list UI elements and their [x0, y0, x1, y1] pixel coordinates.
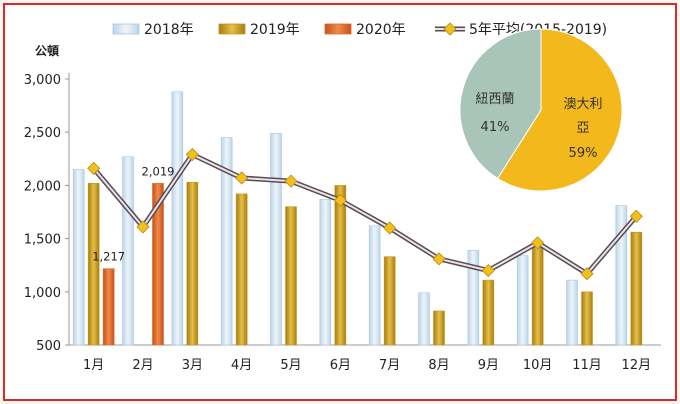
bar-2018年 — [418, 292, 430, 346]
bar-2018年 — [72, 169, 85, 346]
x-tick-label: 5月 — [280, 358, 301, 373]
x-tick-label: 6月 — [330, 358, 351, 373]
bar-2019年 — [334, 185, 347, 346]
x-tick-label: 11月 — [572, 358, 602, 373]
average-marker — [333, 193, 347, 207]
average-marker — [235, 171, 249, 185]
x-tick-label: 8月 — [428, 358, 449, 373]
pie-value: 41% — [481, 120, 510, 135]
y-tick-label: 1,000 — [24, 286, 61, 301]
y-tick-label: 1,500 — [24, 233, 61, 248]
bar-2018年 — [467, 250, 480, 346]
average-marker — [432, 252, 446, 266]
average-marker — [383, 221, 397, 235]
bar-2018年 — [319, 198, 332, 346]
legend-swatch — [112, 23, 140, 35]
bar-2018年 — [566, 279, 578, 346]
bar-2018年 — [122, 156, 134, 346]
x-tick-label: 10月 — [523, 358, 553, 373]
legend-label: 2019年 — [250, 22, 300, 38]
y-unit-label: 公頓 — [35, 43, 59, 58]
pie-label: 紐西蘭 — [475, 91, 514, 107]
pie-value: 59% — [569, 146, 598, 161]
y-tick-label: 500 — [36, 339, 61, 354]
y-tick-label: 2,500 — [24, 126, 61, 141]
average-line-path — [92, 153, 638, 275]
average-line — [87, 147, 643, 281]
data-label: 2,019 — [142, 164, 175, 178]
axes: 500 1,000 1,500 2,000 2,500 3,000 1月 2月 3月 4月 5月 6月… — [24, 73, 661, 373]
chart: 2018年2019年2020年5年平均(2015-2019) 公頓 5001,0… — [24, 22, 661, 373]
bar-2018年 — [220, 137, 233, 346]
y-tick-label: 3,000 — [24, 73, 61, 88]
bar-2019年 — [433, 310, 445, 346]
average-marker — [136, 220, 150, 234]
pie-slice — [496, 28, 623, 192]
bar-2019年 — [531, 243, 544, 346]
bar-2019年 — [235, 193, 248, 346]
data-labels: 1,217 2,019 — [92, 164, 174, 263]
average-marker — [580, 267, 594, 281]
y-tick-label: 2,000 — [24, 179, 61, 194]
legend-swatch — [324, 23, 352, 35]
pie-label: 澳大利 — [563, 96, 602, 112]
bar-2018年 — [270, 132, 282, 346]
chart-frame: 2018年2019年2020年5年平均(2015-2019) 公頓 5001,0… — [3, 3, 677, 401]
bar-2018年 — [171, 91, 184, 346]
bar-2020年 — [152, 183, 164, 346]
average-marker — [531, 236, 545, 250]
average-marker — [87, 161, 101, 175]
bar-2019年 — [630, 231, 643, 346]
bars — [72, 91, 643, 346]
bar-2018年 — [615, 205, 628, 346]
bar-2019年 — [285, 206, 297, 346]
bar-2019年 — [581, 291, 593, 346]
pie-slice — [459, 28, 542, 180]
bar-2019年 — [186, 181, 199, 346]
legend-marker — [443, 22, 457, 36]
bar-2018年 — [368, 225, 381, 346]
average-marker — [185, 147, 199, 162]
data-label: 1,217 — [92, 250, 125, 264]
legend-swatch — [218, 23, 246, 35]
x-tick-label: 2月 — [132, 358, 153, 373]
bar-2018年 — [516, 255, 529, 346]
bar-2019年 — [87, 182, 100, 346]
bar-2020年 — [102, 268, 115, 346]
pie-label: 亞 — [576, 121, 589, 136]
x-tick-label: 9月 — [478, 358, 499, 373]
x-tick-label: 1月 — [83, 358, 104, 373]
x-tick-label: 4月 — [231, 358, 252, 373]
average-marker — [629, 209, 643, 223]
legend-label: 2020年 — [356, 22, 406, 38]
x-tick-label: 7月 — [379, 358, 400, 373]
x-tick-label: 3月 — [182, 358, 203, 373]
legend-label: 2018年 — [144, 22, 194, 38]
x-tick-label: 12月 — [622, 358, 652, 373]
average-marker — [481, 263, 495, 278]
average-marker — [284, 174, 298, 188]
bar-2019年 — [482, 279, 495, 346]
bar-2019年 — [383, 256, 396, 346]
